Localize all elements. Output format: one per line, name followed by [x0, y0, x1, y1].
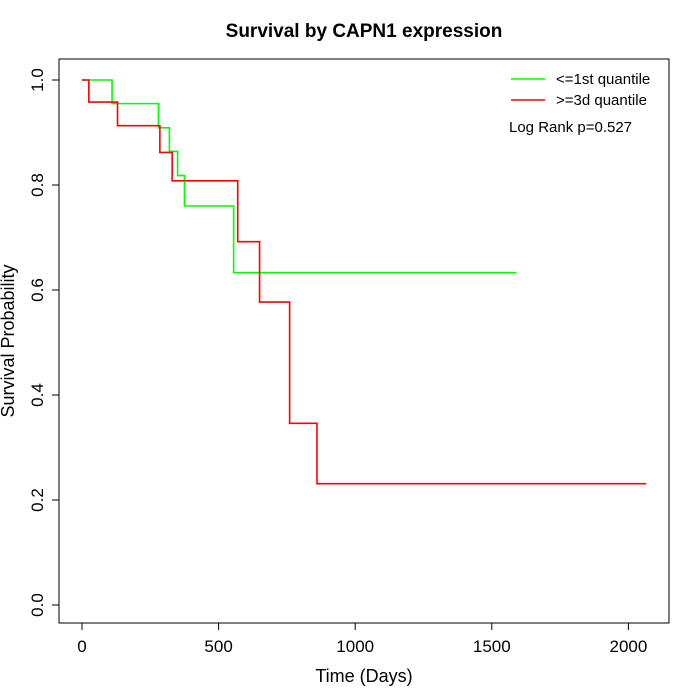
legend-label: <=1st quantile [556, 71, 650, 88]
y-tick-label: 0.6 [28, 278, 47, 302]
x-axis-label: Time (Days) [315, 666, 412, 686]
x-tick-label: 500 [204, 637, 232, 656]
x-tick-label: 0 [77, 637, 86, 656]
x-tick-label: 2000 [609, 637, 647, 656]
series-layer [82, 79, 647, 485]
x-tick-label: 1000 [336, 637, 374, 656]
survival-curve-high [82, 79, 647, 485]
plot-frame [58, 58, 670, 624]
log-rank-annotation: Log Rank p=0.527 [509, 119, 632, 136]
y-axis-label: Survival Probability [0, 264, 18, 417]
y-axis: 0.0 0.2 0.4 0.6 0.8 1.0 [28, 68, 60, 617]
y-tick-label: 0.0 [28, 593, 47, 617]
survival-curve-low [82, 79, 517, 274]
y-tick-label: 1.0 [28, 68, 47, 92]
x-tick-label: 1500 [473, 637, 511, 656]
legend: <=1st quantile >=3d quantile [511, 71, 650, 109]
y-tick-label: 0.8 [28, 173, 47, 197]
y-tick-label: 0.2 [28, 488, 47, 512]
legend-label: >=3d quantile [556, 92, 647, 109]
y-tick-label: 0.4 [28, 383, 47, 407]
x-axis: 0 500 1000 1500 2000 [77, 622, 647, 656]
chart-title: Survival by CAPN1 expression [226, 21, 503, 42]
